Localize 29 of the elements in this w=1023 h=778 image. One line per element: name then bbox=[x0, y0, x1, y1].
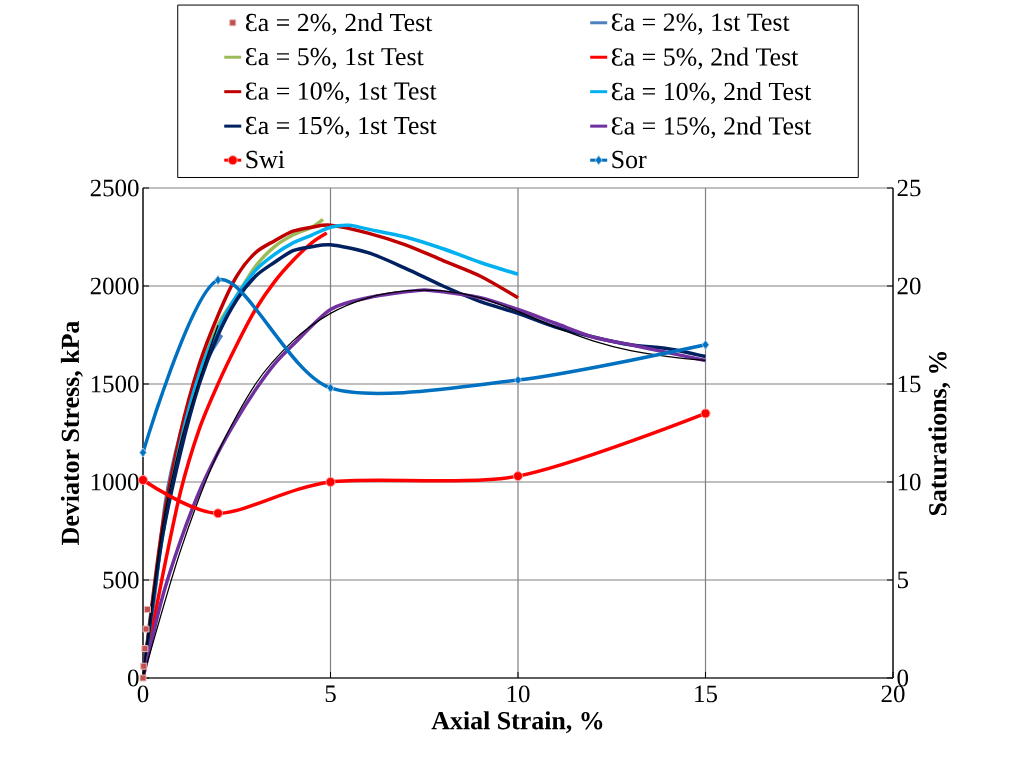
x-tick-label: 5 bbox=[325, 685, 336, 703]
y2-tick-label: 20 bbox=[897, 277, 921, 295]
legend-label: Ɛa = 2%, 1st Test bbox=[611, 13, 790, 35]
y2-tick-label: 0 bbox=[897, 669, 909, 687]
y-tick-label: 1000 bbox=[91, 473, 139, 491]
y2-axis-title: Saturations, % bbox=[928, 351, 951, 516]
y2-tick-label: 5 bbox=[897, 571, 909, 589]
legend-label: Ɛa = 15%, 2nd Test bbox=[611, 116, 812, 139]
x-tick-label: 10 bbox=[507, 685, 530, 703]
y-tick-label: 0 bbox=[127, 669, 139, 687]
y2-tick-label: 15 bbox=[898, 375, 921, 393]
legend-label: Swi bbox=[246, 150, 285, 169]
legend-label: Ɛa = 15%, 1st Test bbox=[245, 116, 437, 138]
legend-label: Ɛa = 5%, 2nd Test bbox=[611, 47, 799, 70]
legend-label: Ɛa = 5%, 1st Test bbox=[245, 47, 424, 70]
x-axis-title: Axial Strain, % bbox=[431, 711, 603, 734]
y-tick-label: 2500 bbox=[90, 179, 139, 197]
y-tick-label: 500 bbox=[103, 571, 139, 589]
x-tick-label: 20 bbox=[881, 685, 905, 703]
y2-tick-label: 25 bbox=[897, 179, 921, 197]
y-axis-title: Deviator Stress, kPa bbox=[60, 321, 83, 545]
x-tick-label: 15 bbox=[695, 685, 717, 703]
y-tick-label: 1500 bbox=[91, 375, 139, 393]
legend-label: Ɛa = 10%, 2nd Test bbox=[611, 81, 812, 104]
y2-tick-label: 10 bbox=[898, 473, 921, 491]
legend-label: Sor bbox=[612, 150, 647, 169]
y-tick-label: 2000 bbox=[90, 277, 139, 295]
legend-label: Ɛa = 2%, 2nd Test bbox=[245, 13, 433, 36]
legend-label: Ɛa = 10%, 1st Test bbox=[245, 82, 437, 104]
